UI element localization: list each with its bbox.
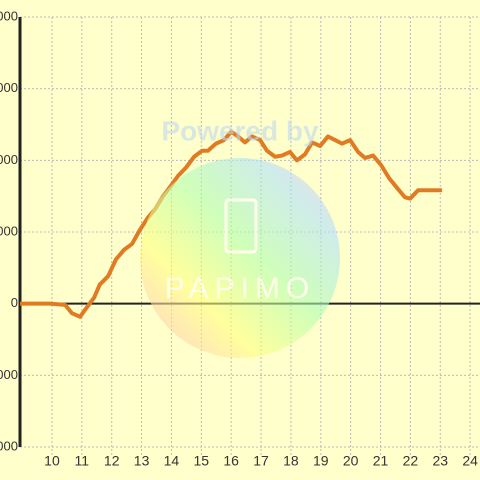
- watermark: Powered by PAPIMO: [140, 115, 340, 358]
- logo-icon: [224, 198, 258, 254]
- x-tick-label: 23: [432, 453, 448, 469]
- y-tick-label: 6,000: [0, 152, 18, 167]
- x-tick-label: 10: [44, 453, 60, 469]
- x-tick-label: 22: [403, 453, 419, 469]
- y-tick-label: -3,000: [0, 367, 18, 382]
- x-tick-label: 19: [313, 453, 329, 469]
- y-tick-label: 12,000: [0, 8, 18, 23]
- x-tick-label: 21: [373, 453, 389, 469]
- x-tick-label: 18: [283, 453, 299, 469]
- logo-circle: [140, 158, 340, 358]
- x-tick-label: 16: [223, 453, 239, 469]
- x-tick-label: 17: [253, 453, 269, 469]
- y-tick-label: 9,000: [0, 80, 18, 95]
- watermark-text: Powered by: [161, 115, 319, 146]
- x-tick-label: 12: [104, 453, 120, 469]
- x-tick-label: 11: [75, 453, 90, 469]
- y-tick-label: 0: [11, 295, 18, 310]
- x-tick-label: 13: [134, 453, 150, 469]
- y-tick-label: 3,000: [0, 223, 18, 238]
- x-tick-label: 15: [194, 453, 210, 469]
- data-line: [20, 129, 443, 319]
- y-tick-label: -6,000: [0, 438, 18, 453]
- x-tick-label: 24: [462, 453, 478, 469]
- x-tick-label: 14: [164, 453, 180, 469]
- x-tick-label: 20: [343, 453, 359, 469]
- logo-text: PAPIMO: [165, 272, 315, 305]
